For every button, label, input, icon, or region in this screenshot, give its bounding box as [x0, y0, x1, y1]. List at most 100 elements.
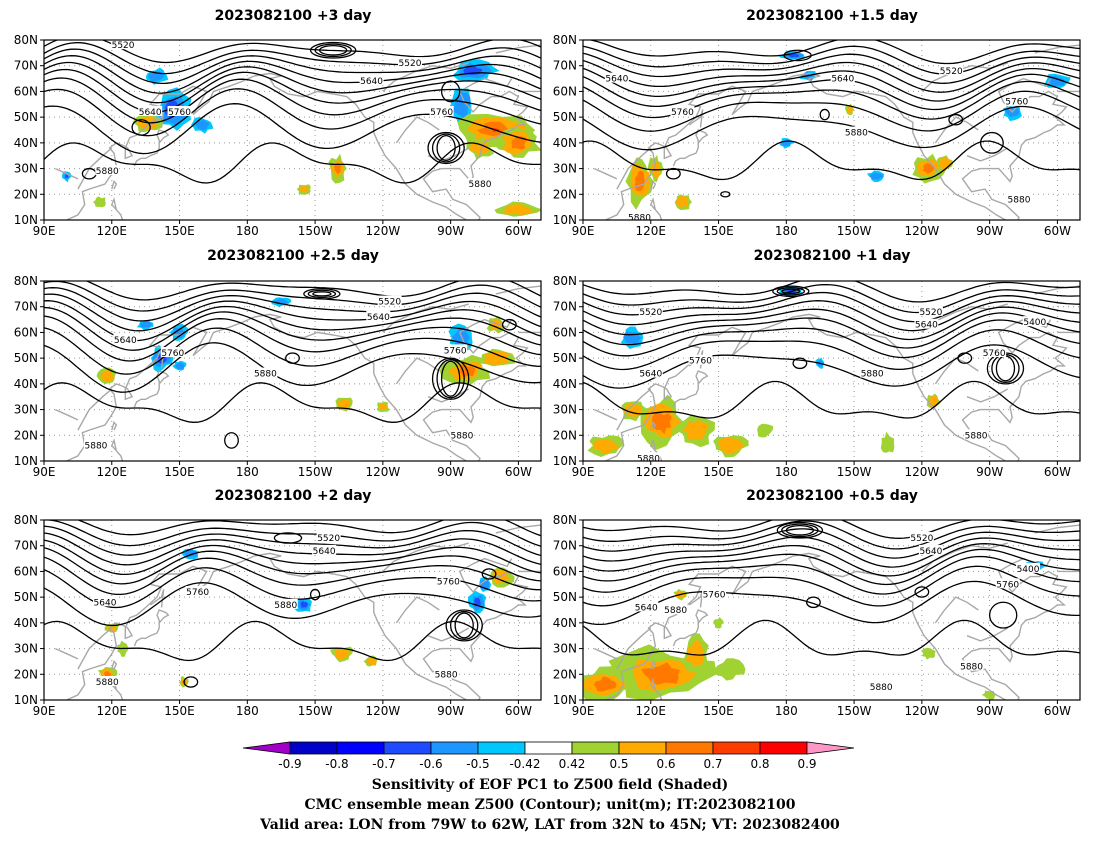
lon-tick-label: 120E	[636, 224, 667, 238]
lon-tick-label: 90W	[437, 224, 464, 238]
lon-tick-label: 90E	[572, 224, 595, 238]
map-area: 5520 5520 5640 5400 5760 5760 5640 5880 5880 5880	[583, 281, 1080, 464]
positive-sensitivity-area	[713, 617, 724, 629]
contour-label: 5520	[399, 59, 422, 69]
positive-sensitivity-area	[652, 412, 672, 435]
lon-tick-label: 120W	[365, 224, 400, 238]
lat-tick-label: 10N	[14, 213, 38, 227]
lat-tick-label: 50N	[14, 351, 38, 365]
caption-line-1: Sensitivity of EOF PC1 to Z500 field (Sh…	[372, 777, 728, 793]
contour-label: 5880	[637, 454, 660, 464]
negative-sensitivity-area	[139, 321, 152, 328]
positive-sensitivity-area	[717, 437, 744, 454]
contour-label: 5880	[469, 180, 492, 190]
contour-labels: 5520 5640 5760 5760 5640 5880 5880 5880	[92, 532, 461, 688]
contour-label: 5880	[664, 606, 687, 616]
lat-tick-label: 10N	[553, 213, 577, 227]
coastline	[55, 524, 541, 700]
contour-label: 5760	[430, 108, 453, 118]
colorbar-swatch	[665, 741, 714, 755]
colorbar-swatch	[618, 741, 667, 755]
lat-tick-label: 30N	[553, 162, 577, 176]
colorbar-label: -0.7	[372, 757, 395, 771]
lat-tick-label: 70N	[553, 539, 577, 553]
lat-tick-label: 80N	[14, 513, 38, 527]
contour-label: 5520	[317, 534, 340, 544]
lon-tick-label: 180	[775, 704, 798, 718]
lon-tick-label: 120W	[904, 704, 939, 718]
lon-tick-label: 90W	[976, 224, 1003, 238]
positive-sensitivity-area	[685, 639, 705, 668]
panel-title-1-5-day: 2023082100 +1.5 day	[746, 8, 918, 24]
map-area: 5520 5640 5400 5760 5760 5640 5880 5880 5880	[583, 520, 1080, 700]
contour-label: 5880	[254, 370, 277, 380]
positive-sensitivity-area	[469, 141, 491, 155]
lon-tick-label: 90E	[33, 704, 56, 718]
sensitivity-shading	[625, 50, 1071, 210]
lat-tick-label: 60N	[553, 325, 577, 339]
contour-label: 5880	[845, 129, 868, 139]
lat-tick-label: 50N	[14, 590, 38, 604]
lon-tick-label: 150W	[298, 465, 333, 479]
negative-sensitivity-area	[869, 172, 885, 180]
panel-title-2-day: 2023082100 +2 day	[215, 488, 372, 504]
colorbar-label: -0.6	[419, 757, 442, 771]
panel-title-2-5-day: 2023082100 +2.5 day	[207, 248, 379, 264]
lat-tick-label: 80N	[553, 33, 577, 47]
lat-tick-label: 80N	[553, 513, 577, 527]
contour-label: 5880	[96, 678, 119, 688]
contour-label: 5760	[437, 578, 460, 588]
lat-tick-label: 80N	[553, 274, 577, 288]
map-area: 5520 5640 5760 5760 5640 5880 5880 5880	[44, 520, 541, 700]
lat-tick-label: 20N	[553, 428, 577, 442]
colorbar-swatch	[383, 741, 432, 755]
lon-tick-label: 90E	[572, 465, 595, 479]
positive-sensitivity-area	[682, 419, 710, 440]
lat-tick-label: 60N	[14, 325, 38, 339]
colorbar-legend: -0.9 -0.8 -0.7 -0.6 -0.5 -0.42 0.42 0.5 0.6 0.7 0.…	[242, 741, 855, 771]
positive-sensitivity-area	[981, 690, 996, 700]
lon-tick-label: 60W	[1044, 465, 1071, 479]
lon-tick-label: 60W	[505, 704, 532, 718]
colorbar-label: 0.9	[797, 757, 816, 771]
colorbar-swatch	[430, 741, 479, 755]
lon-tick-label: 150W	[298, 704, 333, 718]
map-frame	[582, 519, 1081, 701]
lat-tick-label: 70N	[14, 59, 38, 73]
lon-tick-label: 150E	[703, 465, 734, 479]
caption-line-2: CMC ensemble mean Z500 (Contour); unit(m…	[305, 797, 796, 813]
map-area: 5520 5640 5640 5760 5760 5880 5880 5880	[44, 281, 541, 461]
contour-label: 5760	[983, 349, 1006, 359]
positive-sensitivity-area	[104, 670, 112, 678]
colorbar-label: -0.5	[466, 757, 489, 771]
lat-tick-label: 40N	[14, 377, 38, 391]
lat-tick-label: 50N	[553, 590, 577, 604]
lat-tick-label: 60N	[553, 564, 577, 578]
colorbar-label: 0.42	[559, 757, 586, 771]
positive-sensitivity-area	[503, 204, 535, 216]
map-panel-0-5-day: 5520 5640 5400 5760 5760 5640 5880 5880 5880 10N 2…	[553, 513, 1081, 718]
negative-sensitivity-area	[175, 362, 185, 370]
map-frame	[43, 39, 542, 221]
contour-label: 5760	[1005, 98, 1028, 108]
positive-sensitivity-area	[921, 647, 936, 660]
lon-tick-label: 60W	[505, 465, 532, 479]
lat-tick-label: 40N	[553, 616, 577, 630]
lat-tick-label: 50N	[553, 110, 577, 124]
contour-label: 5640	[605, 75, 628, 85]
contour-label: 5760	[168, 108, 191, 118]
contour-label: 5400	[1023, 318, 1046, 328]
lon-tick-label: 150W	[837, 704, 872, 718]
lat-tick-label: 80N	[14, 33, 38, 47]
lat-tick-label: 60N	[14, 84, 38, 98]
lat-tick-label: 20N	[14, 187, 38, 201]
contour-label: 5640	[635, 603, 658, 613]
lon-tick-label: 180	[236, 704, 259, 718]
contour-label: 5640	[367, 313, 390, 323]
contour-label: 5640	[360, 77, 383, 87]
map-frame	[582, 39, 1081, 221]
lon-tick-label: 60W	[505, 224, 532, 238]
positive-sensitivity-area	[299, 185, 309, 193]
contour-label: 5520	[940, 67, 963, 77]
